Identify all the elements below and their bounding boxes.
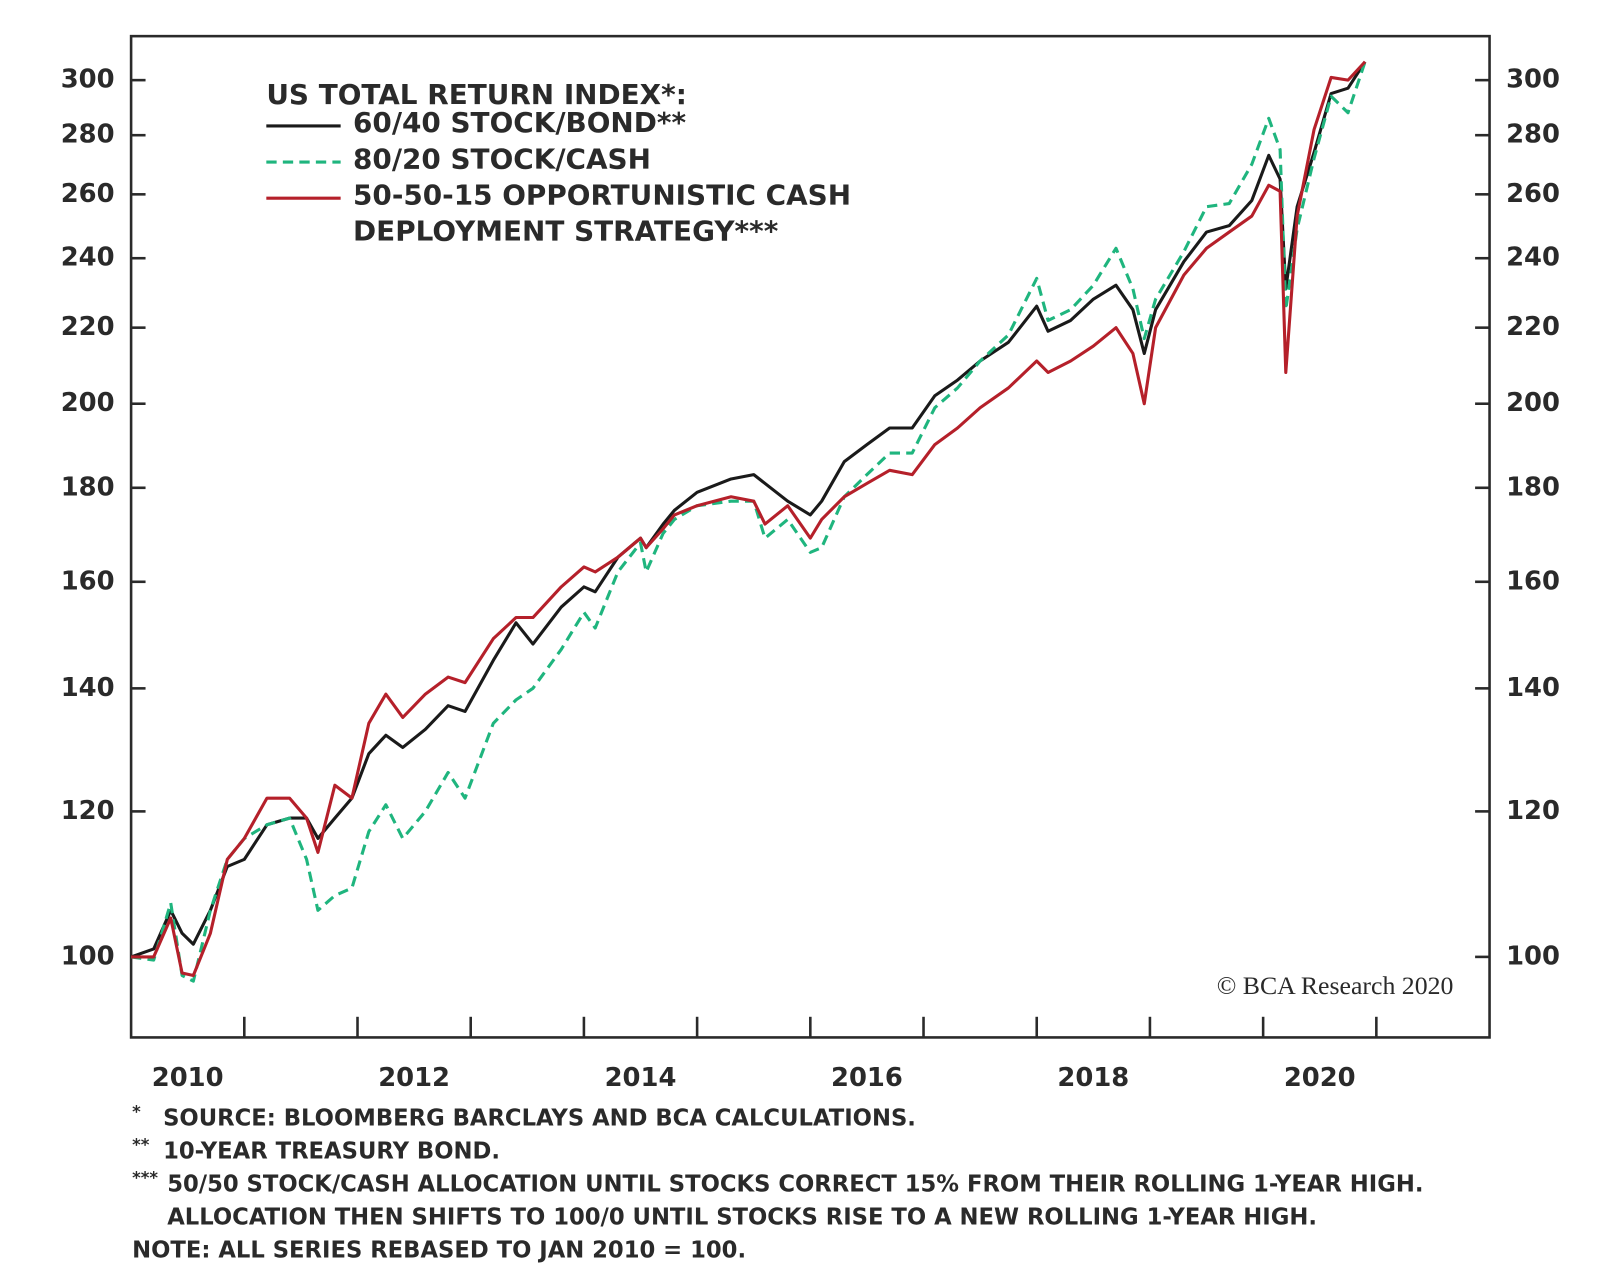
- y2-tick-label: 200: [1506, 388, 1560, 418]
- legend-label-box: 80/20 STOCK/CASH: [353, 143, 651, 176]
- y2-tick-label: 220: [1506, 312, 1560, 342]
- y-tick-label: 300: [61, 65, 115, 95]
- y-tick-label: 100: [61, 941, 115, 971]
- footnote: ALLOCATION THEN SHIFTS TO 100/0 UNTIL ST…: [167, 1205, 1317, 1231]
- y-tick-label: 160: [61, 566, 115, 596]
- x-tick-label: 2018: [1057, 1063, 1129, 1093]
- y2-tick-label: 240: [1506, 243, 1560, 273]
- y2-tick-label: 280: [1506, 120, 1560, 150]
- footnote: 50/50 STOCK/CASH ALLOCATION UNTIL STOCKS…: [167, 1172, 1423, 1198]
- y-tick-label: 280: [61, 120, 115, 150]
- footnote: SOURCE: BLOOMBERG BARCLAYS AND BCA CALCU…: [163, 1105, 916, 1131]
- y2-tick-label: 180: [1506, 472, 1560, 502]
- footnotes: * SOURCE: BLOOMBERG BARCLAYS AND BCA CALC…: [132, 1102, 1423, 1263]
- legend-label-box: 50-50-15 OPPORTUNISTIC CASH DEPLOYMENT S…: [353, 179, 852, 248]
- footnote: NOTE: ALL SERIES REBASED TO JAN 2010 = 1…: [132, 1238, 746, 1264]
- x-tick-label: 2014: [605, 1063, 677, 1093]
- series-line: [131, 60, 1367, 978]
- y2-tick-label: 160: [1506, 566, 1560, 596]
- y-tick-label: 140: [61, 673, 115, 703]
- footnote: **: [132, 1135, 150, 1154]
- footnote: ***: [132, 1168, 158, 1187]
- y2-tick-label: 120: [1506, 796, 1560, 826]
- series-line: [130, 60, 1367, 959]
- x-tick-label: 2020: [1284, 1063, 1356, 1093]
- y-tick-label: 220: [61, 312, 115, 342]
- x-tick-label: 2012: [378, 1063, 450, 1093]
- chart-title: US TOTAL RETURN INDEX*:: [266, 78, 687, 111]
- y2-tick-label: 260: [1506, 179, 1560, 209]
- footnote: *: [132, 1102, 141, 1121]
- watermark: © BCA Research 2020: [1217, 971, 1454, 1000]
- legend-label: 80/20 STOCK/CASH: [353, 143, 651, 176]
- legend-label-box: 60/40 STOCK/BOND**: [353, 107, 687, 140]
- y2-tick-label: 300: [1506, 65, 1560, 95]
- legend-label: 60/40 STOCK/BOND**: [353, 107, 687, 140]
- y-tick-label: 200: [61, 388, 115, 418]
- series-line: [130, 61, 1367, 983]
- y-tick-label: 260: [61, 179, 115, 209]
- y2-tick-label: 100: [1506, 941, 1560, 971]
- y2-tick-label: 140: [1506, 673, 1560, 703]
- x-tick-label: 2010: [152, 1063, 224, 1093]
- y-tick-label: 180: [61, 472, 115, 502]
- footnote: 10-YEAR TREASURY BOND.: [163, 1139, 500, 1165]
- x-tick-label: 2016: [831, 1063, 903, 1093]
- y-tick-label: 240: [61, 243, 115, 273]
- legend-label: 50-50-15 OPPORTUNISTIC CASH DEPLOYMENT S…: [353, 179, 852, 248]
- y-tick-label: 120: [61, 796, 115, 826]
